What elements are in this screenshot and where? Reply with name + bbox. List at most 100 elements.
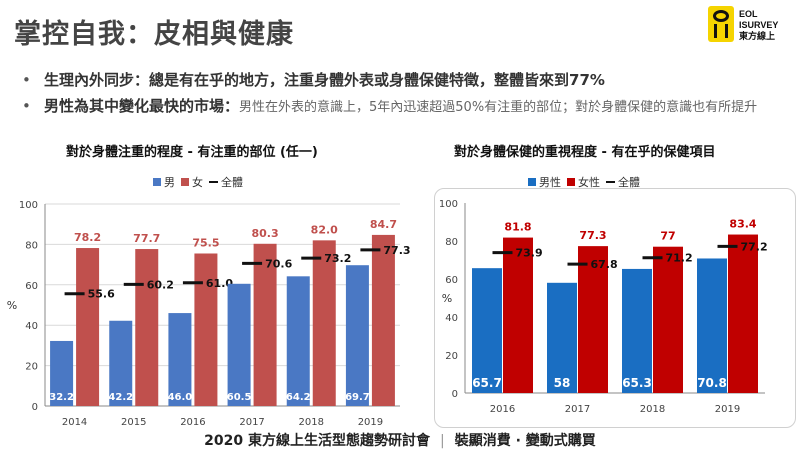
chart-1: 0 20 40 60 80 100% 32.2 78.2 55.6 2014 42.2 77.7 60.… bbox=[0, 190, 420, 428]
legend-item-female: 女 bbox=[181, 174, 203, 190]
bar-male-value-label: 46.0 bbox=[168, 392, 193, 403]
legend-label: 全體 bbox=[221, 176, 243, 189]
bar-male bbox=[697, 258, 727, 393]
logo-line-3: 東方線上 bbox=[739, 31, 776, 41]
chart-1-title: 對於身體注重的程度 - 有注重的部位 (任一) bbox=[66, 145, 318, 160]
bar-female bbox=[578, 246, 608, 393]
y-tick-label: 40 bbox=[25, 321, 38, 332]
bullet-list: • 生理內外同步：總是有在乎的地方，注重身體外表或身體保健特徵，整體皆來到77%… bbox=[14, 70, 784, 122]
bar-male bbox=[547, 282, 577, 393]
legend-item-total: 全體 bbox=[606, 174, 640, 190]
bar-female bbox=[312, 240, 336, 406]
y-tick-label: 20 bbox=[25, 362, 38, 373]
legend-item-total: 全體 bbox=[209, 174, 243, 190]
bar-female-value-label: 83.4 bbox=[729, 218, 756, 231]
bar-female bbox=[135, 249, 159, 406]
legend-swatch bbox=[181, 178, 189, 186]
legend-item-female: 女性 bbox=[567, 174, 600, 190]
bar-male bbox=[168, 313, 192, 406]
legend-swatch bbox=[567, 178, 575, 186]
y-tick-label: 100 bbox=[19, 200, 38, 211]
bar-female bbox=[76, 248, 100, 406]
bullet-light-text: 男性在外表的意識上，5年內迅速超過50%有注重的部位；對於身體保健的意識也有所提… bbox=[239, 100, 758, 115]
y-tick-label: 0 bbox=[452, 389, 458, 400]
eol-logo-icon bbox=[708, 6, 734, 42]
legend-item-male: 男性 bbox=[528, 174, 561, 190]
x-tick-label: 2019 bbox=[715, 404, 740, 415]
bullet-item: • 生理內外同步：總是有在乎的地方，注重身體外表或身體保健特徵，整體皆來到77% bbox=[14, 70, 784, 92]
bar-male bbox=[622, 268, 652, 393]
legend-label: 男 bbox=[164, 176, 175, 189]
total-value-label: 67.8 bbox=[591, 258, 618, 271]
total-value-label: 73.9 bbox=[516, 247, 543, 260]
total-value-label: 71.2 bbox=[666, 252, 693, 265]
bar-male-value-label: 69.7 bbox=[345, 392, 370, 403]
legend-label: 男性 bbox=[539, 176, 561, 189]
y-tick-label: 60 bbox=[445, 275, 458, 286]
legend-item-male: 男 bbox=[153, 174, 175, 190]
bar-male bbox=[50, 340, 74, 406]
bullet-strong-text: 生理內外同步：總是有在乎的地方，注重身體外表或身體保健特徵，整體皆來到77% bbox=[44, 71, 605, 89]
bar-male-value-label: 32.2 bbox=[49, 392, 74, 403]
legend-swatch bbox=[153, 178, 161, 186]
bar-male-value-label: 42.2 bbox=[108, 392, 133, 403]
total-value-label: 77.3 bbox=[383, 244, 410, 257]
y-tick-label: 20 bbox=[445, 351, 458, 362]
bar-female bbox=[371, 234, 395, 406]
x-tick-label: 2017 bbox=[565, 404, 590, 415]
legend-label: 女性 bbox=[578, 176, 600, 189]
bar-male-value-label: 65.7 bbox=[472, 376, 502, 390]
y-tick-label: 40 bbox=[445, 313, 458, 324]
total-value-label: 70.6 bbox=[265, 257, 292, 270]
legend-label: 全體 bbox=[618, 176, 640, 189]
bar-female-value-label: 77 bbox=[660, 230, 675, 243]
x-tick-label: 2015 bbox=[121, 417, 146, 428]
bar-male bbox=[109, 320, 133, 406]
chart-2-title: 對於身體保健的重視程度 - 有在乎的保健項目 bbox=[454, 145, 716, 160]
logo-text: EOL ISURVEY 東方線上 bbox=[739, 9, 778, 42]
x-tick-label: 2017 bbox=[239, 417, 264, 428]
chart-2-legend: 男性 女性 全體 bbox=[528, 174, 640, 190]
logo-line-2: ISURVEY bbox=[739, 20, 779, 30]
chart-2: 0 20 40 60 80 100% 65.7 81.8 73.9 2016 58 77.3 67.8 2… bbox=[434, 188, 796, 428]
bar-female-value-label: 82.0 bbox=[311, 223, 338, 236]
bar-female-value-label: 84.7 bbox=[370, 218, 397, 231]
bar-female bbox=[253, 243, 277, 406]
legend-swatch bbox=[606, 181, 615, 183]
y-tick-label: 80 bbox=[445, 237, 458, 248]
chart-1-legend: 男 女 全體 bbox=[153, 174, 243, 190]
bullet-strong-text: 男性為其中變化最快的市場： bbox=[44, 97, 240, 115]
y-axis-label: % bbox=[442, 292, 452, 305]
footer-event-name: 2020 東方線上生活型態趨勢研討會 bbox=[204, 433, 431, 449]
bar-female-value-label: 75.5 bbox=[192, 236, 219, 249]
bar-male bbox=[345, 265, 369, 406]
x-tick-label: 2019 bbox=[358, 417, 383, 428]
slide-title: 掌控自我：皮相與健康 bbox=[14, 19, 294, 50]
bar-female-value-label: 77.3 bbox=[579, 229, 606, 242]
x-tick-label: 2016 bbox=[180, 417, 205, 428]
bar-male bbox=[286, 276, 310, 406]
bar-female bbox=[194, 253, 218, 406]
legend-swatch bbox=[528, 178, 536, 186]
bar-male-value-label: 58 bbox=[554, 376, 571, 390]
x-tick-label: 2016 bbox=[490, 404, 515, 415]
bar-female bbox=[503, 237, 533, 393]
footer-topic: 裝顯消費 · 變動式購買 bbox=[454, 433, 596, 449]
bar-female-value-label: 80.3 bbox=[252, 227, 279, 240]
bar-male-value-label: 70.8 bbox=[697, 376, 727, 390]
bar-female-value-label: 81.8 bbox=[504, 221, 531, 234]
legend-label: 女 bbox=[192, 176, 203, 189]
bar-female bbox=[728, 234, 758, 393]
total-value-label: 55.6 bbox=[88, 288, 115, 301]
footer: 2020 東方線上生活型態趨勢研討會 | 裝顯消費 · 變動式購買 bbox=[0, 430, 800, 450]
total-value-label: 73.2 bbox=[324, 252, 351, 265]
y-axis-label: % bbox=[7, 299, 17, 312]
x-tick-label: 2018 bbox=[299, 417, 324, 428]
bar-female-value-label: 78.2 bbox=[74, 231, 101, 244]
legend-swatch bbox=[209, 181, 218, 183]
y-tick-label: 80 bbox=[25, 240, 38, 251]
logo-line-1: EOL bbox=[739, 9, 758, 19]
bar-male-value-label: 64.2 bbox=[286, 392, 311, 403]
total-value-label: 77.2 bbox=[741, 240, 768, 253]
bullet-dot: • bbox=[22, 71, 31, 89]
